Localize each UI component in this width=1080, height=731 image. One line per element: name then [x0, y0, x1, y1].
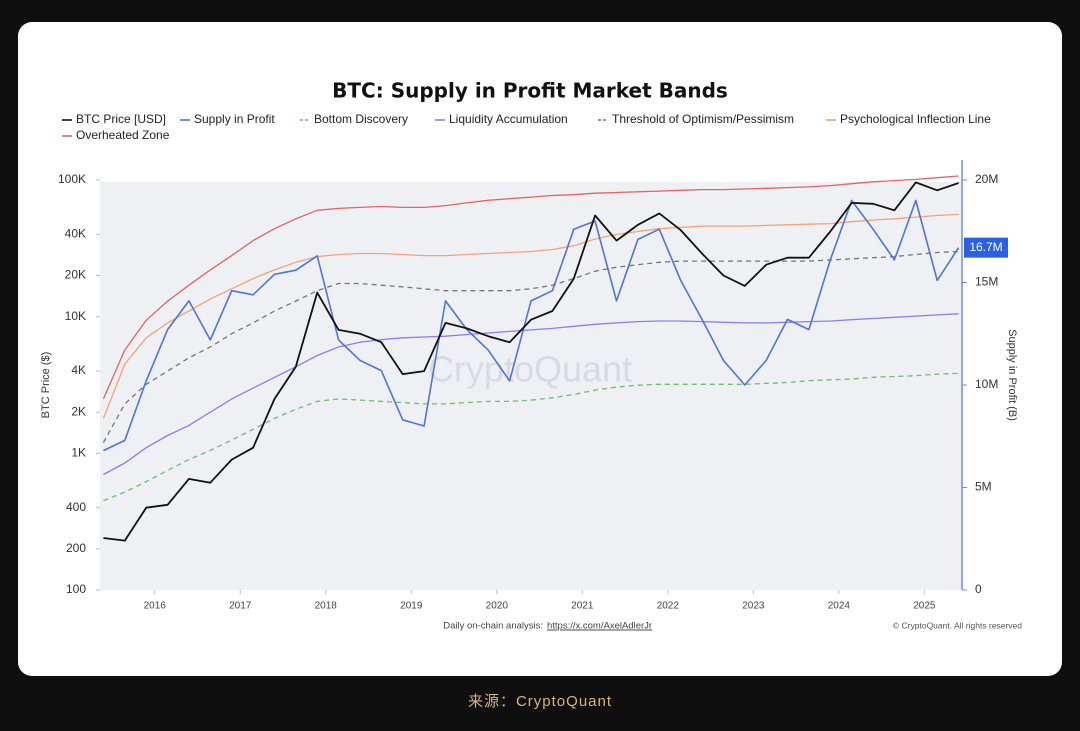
- legend-label: Threshold of Optimism/Pessimism: [612, 112, 794, 126]
- y-tick-label: 1K: [71, 446, 86, 460]
- y2-tick-label: 15M: [975, 275, 998, 289]
- y-tick-label: 10K: [65, 309, 86, 323]
- y2-tick-label: 10M: [975, 377, 998, 391]
- x-tick-label: 2021: [571, 601, 594, 612]
- x-tick-label: 2024: [828, 601, 851, 612]
- y-tick-label: 100K: [58, 172, 86, 186]
- x-tick-label: 2017: [229, 601, 252, 612]
- y-tick-label: 40K: [65, 227, 86, 241]
- footer-link[interactable]: https://x.com/AxelAdlerJr: [547, 621, 652, 632]
- series-line: [103, 372, 959, 502]
- y2-axis-label: Supply in Profit (B): [1006, 329, 1018, 421]
- value-label: 16.7M: [969, 240, 1002, 254]
- y-axis-label: BTC Price ($): [40, 352, 52, 419]
- series-line: [103, 313, 959, 476]
- x-tick-label: 2023: [742, 601, 765, 612]
- series-line: [103, 181, 959, 542]
- y2-tick-label: 0: [975, 582, 982, 596]
- value-label-bg: [964, 237, 1008, 258]
- y-tick-label: 2K: [71, 404, 86, 418]
- legend-label: BTC Price [USD]: [76, 112, 166, 126]
- series-line: [103, 199, 960, 452]
- y2-tick-label: 20M: [975, 172, 998, 186]
- y-tick-label: 400: [66, 500, 86, 514]
- x-tick-label: 2025: [913, 601, 936, 612]
- y-tick-label: 100: [66, 582, 86, 596]
- x-tick-label: 2018: [315, 601, 338, 612]
- legend-label: Supply in Profit: [194, 112, 275, 126]
- legend-label: Overheated Zone: [76, 128, 170, 142]
- caption: 来源：CryptoQuant: [468, 693, 612, 710]
- series-line: [102, 175, 959, 400]
- y-tick-label: 4K: [71, 363, 86, 377]
- y-tick-label: 20K: [65, 268, 86, 282]
- x-tick-label: 2016: [144, 601, 167, 612]
- series-line: [102, 213, 959, 419]
- legend-label: Bottom Discovery: [314, 112, 408, 126]
- plot-area: [100, 182, 962, 590]
- y-tick-label: 200: [66, 541, 86, 555]
- copyright: © CryptoQuant. All rights reserved: [893, 620, 1022, 630]
- x-tick-label: 2020: [486, 601, 509, 612]
- legend-label: Liquidity Accumulation: [449, 112, 568, 126]
- watermark: CryptoQuant: [428, 349, 632, 390]
- legend-label: Psychological Inflection Line: [840, 112, 991, 126]
- chart-title: BTC: Supply in Profit Market Bands: [332, 79, 728, 103]
- x-tick-label: 2019: [400, 601, 423, 612]
- y2-tick-label: 5M: [975, 480, 992, 494]
- x-tick-label: 2022: [657, 601, 680, 612]
- footer-note: Daily on-chain analysis:: [443, 621, 543, 632]
